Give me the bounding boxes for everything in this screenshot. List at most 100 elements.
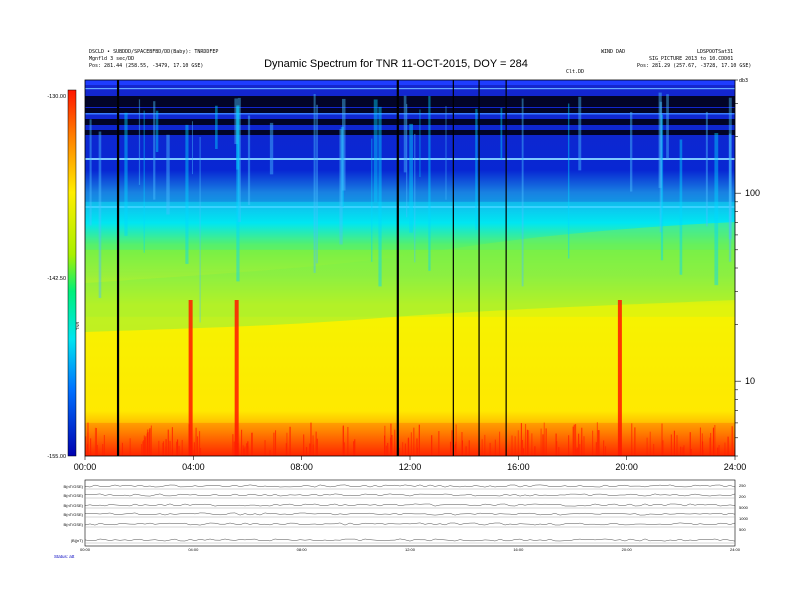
red-spike [85, 436, 87, 456]
lower-x-tick-label: 08:00 [297, 547, 308, 552]
streak [342, 98, 346, 191]
streak [313, 93, 316, 273]
light-line-3 [85, 158, 735, 160]
burst-0 [188, 300, 193, 456]
streak [406, 103, 408, 218]
red-spike [246, 443, 248, 456]
red-spike [520, 423, 522, 456]
header-left-line2: Mgnfld 3 sec/DD [89, 56, 135, 62]
red-spike [682, 447, 684, 456]
red-spike [494, 439, 496, 456]
red-spike [391, 435, 393, 456]
lower-footer: Status: att [54, 554, 75, 559]
red-spike [604, 446, 607, 456]
colorbar-label-bottom: -155.00 [47, 454, 66, 460]
x-tick-label: 20:00 [615, 462, 638, 472]
lower-x-tick-label: 04:00 [188, 547, 199, 552]
red-spike [670, 434, 672, 456]
x-tick-label: 04:00 [182, 462, 205, 472]
red-spike [87, 422, 89, 456]
streak [236, 105, 240, 282]
red-spike [95, 427, 97, 456]
streak [98, 131, 102, 299]
red-spike [94, 427, 96, 456]
red-spike [146, 429, 149, 456]
red-spike [734, 449, 735, 456]
red-spike [233, 441, 235, 456]
streak [659, 101, 663, 233]
corner-note: db3 [739, 78, 749, 84]
lower-panel [84, 479, 736, 547]
header-right-line2: LDSPOOTSat31 [697, 49, 734, 55]
streak [578, 96, 582, 171]
red-spike [702, 441, 704, 456]
red-spike [511, 435, 513, 456]
red-spike [143, 435, 145, 456]
streak [166, 134, 170, 215]
red-spike [481, 439, 483, 456]
streak [414, 133, 416, 263]
dark-row-0 [85, 96, 735, 107]
red-spike [680, 446, 682, 456]
red-spike [631, 423, 633, 456]
red-spike [404, 443, 406, 456]
red-spike [416, 438, 418, 456]
red-spike [556, 441, 558, 456]
header-right-line4: Pos: 281.29 (257.67, -3728, 17.10 GSE) [637, 63, 752, 69]
streak [419, 109, 421, 178]
streak [185, 124, 189, 264]
lower-x-tick-label: 24:00 [730, 547, 741, 552]
streak [236, 106, 239, 170]
streak [215, 105, 218, 149]
red-spike [710, 432, 712, 456]
red-spike [431, 435, 433, 456]
red-spike [232, 434, 234, 456]
colorbar-unit-label: TNR [75, 322, 80, 330]
red-spike [545, 428, 547, 456]
spectrum-band-green [85, 249, 735, 317]
lower-x-axis: 00:00 04:00 08:00 12:00 16:00 20:00 24:00 [80, 547, 741, 552]
red-spike [310, 422, 312, 456]
red-spike [489, 442, 491, 456]
lower-right-label: 5000 [739, 505, 749, 510]
streak [629, 111, 633, 192]
streak [191, 121, 193, 175]
red-spike [578, 433, 580, 456]
colorbar-label-mid: -142.50 [47, 276, 66, 282]
red-spike [390, 441, 392, 456]
lower-traces [84, 484, 736, 544]
streak [124, 112, 128, 236]
red-spike [595, 442, 597, 456]
red-spike [581, 427, 583, 456]
red-spike [603, 440, 605, 456]
lower-x-tick-label: 16:00 [513, 547, 524, 552]
red-spike [285, 443, 287, 456]
red-spike [558, 447, 560, 456]
streak [521, 98, 524, 287]
red-spike [524, 423, 527, 456]
red-spike [251, 432, 253, 456]
y-tick-label: 10 [745, 376, 755, 386]
streak [705, 111, 708, 227]
red-spike [521, 439, 523, 456]
streak [155, 110, 159, 152]
red-spike [543, 422, 545, 456]
x-tick-label: 12:00 [399, 462, 422, 472]
red-spike [150, 425, 152, 456]
red-spike [289, 426, 291, 456]
streak [234, 98, 238, 145]
streak [500, 107, 503, 160]
red-spike [523, 448, 525, 456]
red-spike [273, 432, 275, 456]
lower-row-label: B(nT/GSE) [63, 503, 83, 508]
streak [660, 114, 664, 261]
red-spike [264, 440, 266, 456]
streak [666, 94, 669, 159]
colorbar [67, 89, 77, 457]
lower-row-label: B(nT/GSE) [63, 512, 83, 517]
light-line-4 [85, 206, 735, 208]
header-left-line1: DSCLD • SUBDDD/SPACEBFBD/DD(Baby): TNRDD… [89, 49, 219, 55]
header-right-line1: WIND DAD [601, 49, 626, 55]
spectrum-band-red [85, 422, 735, 456]
